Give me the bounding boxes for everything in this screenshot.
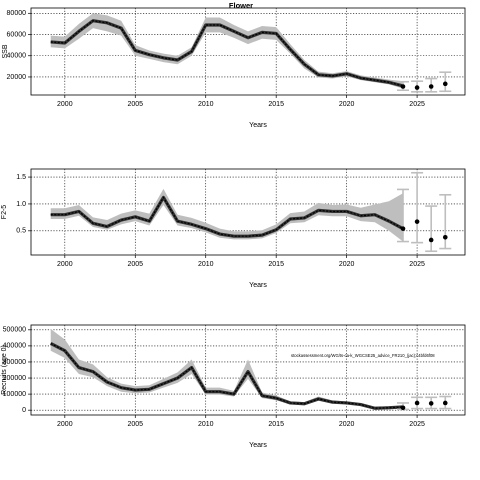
x-tick-label: 2005 <box>127 421 143 428</box>
panel-recruitment: 2000 2005 2010 2015 2020 2025 0 100000 200000 300… <box>1 324 466 449</box>
y-tick-label: 1.5 <box>16 174 26 181</box>
y-tick-label: 100000 <box>3 391 26 398</box>
y-axis-title: F2-5 <box>1 205 8 220</box>
panel-fishing-mortality: 2000 2005 2010 2015 2020 2025 0.5 1.0 1.5 Years F2… <box>1 168 466 289</box>
forecast-point <box>428 84 434 89</box>
plot-frame <box>30 324 466 416</box>
x-tick-label: 2010 <box>198 421 214 428</box>
x-tick-label: 2000 <box>57 101 73 108</box>
figure-title: Flower <box>229 1 253 10</box>
x-tick-label: 2015 <box>268 421 284 428</box>
y-tick-label: 40000 <box>7 53 27 60</box>
forecast-point <box>442 234 448 240</box>
x-tick-label: 2010 <box>198 101 214 108</box>
forecast-point <box>414 219 420 224</box>
x-axis-title: Years <box>249 282 267 289</box>
y-tick-label: 80000 <box>7 10 27 17</box>
y-tick-label: 0.5 <box>16 228 26 235</box>
y-axis-title: Recruits (age 0) <box>1 345 8 395</box>
y-tick-label: 500000 <box>3 327 26 334</box>
y-tick-label: 1.0 <box>16 201 26 208</box>
y-tick-label: 0 <box>22 407 26 414</box>
x-axis-title: Years <box>249 122 267 129</box>
plot-frame <box>30 168 466 256</box>
x-tick-label: 2000 <box>57 261 73 268</box>
y-tick-label: 20000 <box>7 74 27 81</box>
estimate-line-dashes <box>50 196 404 237</box>
y-axis-title: SSB <box>2 44 9 58</box>
plot-frame <box>30 7 466 96</box>
x-axis-title: Years <box>249 442 267 449</box>
forecast-point <box>414 85 420 90</box>
estimate-line-dashes <box>50 342 404 409</box>
panel-ssb: 2000 2005 2010 2015 2020 2025 20000 40000 60000 8… <box>2 7 466 129</box>
x-tick-label: 2020 <box>339 421 355 428</box>
x-tick-label: 2015 <box>268 261 284 268</box>
forecast-point <box>400 84 406 89</box>
forecast-point <box>428 237 434 243</box>
forecast-point <box>428 401 434 406</box>
forecast-point <box>400 226 406 231</box>
forecast-point <box>442 81 448 87</box>
x-tick-label: 2000 <box>57 421 73 428</box>
forecast-point <box>414 400 420 406</box>
forecast-point <box>400 405 406 411</box>
y-tick-label: 400000 <box>3 343 26 350</box>
x-tick-label: 2010 <box>198 261 214 268</box>
x-tick-label: 2025 <box>409 101 425 108</box>
source-note: stockassessment.org/WG/ts-ca-k_WGCSE25_a… <box>291 353 435 358</box>
x-tick-label: 2020 <box>339 261 355 268</box>
x-tick-label: 2005 <box>127 101 143 108</box>
forecast-point <box>442 400 448 406</box>
y-tick-label: 200000 <box>3 375 26 382</box>
x-tick-label: 2020 <box>339 101 355 108</box>
y-tick-label: 300000 <box>3 359 26 366</box>
confidence-band <box>50 13 403 89</box>
y-tick-label: 60000 <box>7 31 27 38</box>
estimate-line-dashes <box>50 20 404 87</box>
confidence-band <box>50 188 403 242</box>
x-tick-label: 2025 <box>409 421 425 428</box>
confidence-band <box>50 329 403 409</box>
x-tick-label: 2025 <box>409 261 425 268</box>
x-tick-label: 2015 <box>268 101 284 108</box>
x-tick-label: 2005 <box>127 261 143 268</box>
